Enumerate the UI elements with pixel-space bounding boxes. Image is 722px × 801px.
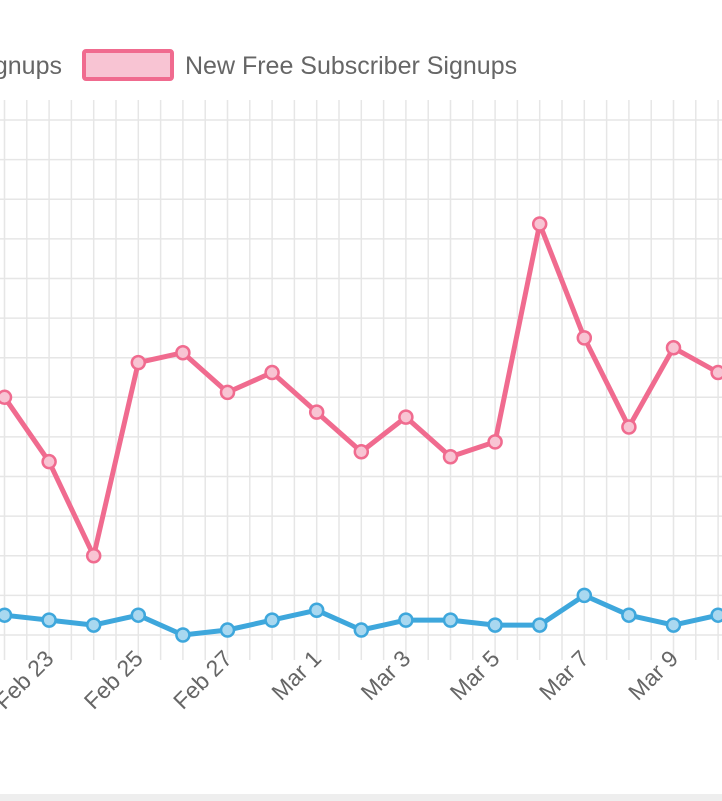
- data-point[interactable]: [264, 612, 280, 628]
- data-point[interactable]: [219, 384, 236, 401]
- data-point[interactable]: [621, 419, 637, 435]
- data-point[interactable]: [531, 617, 548, 633]
- data-point[interactable]: [576, 587, 593, 604]
- data-point[interactable]: [353, 444, 370, 460]
- data-point[interactable]: [442, 612, 459, 628]
- data-point[interactable]: [710, 607, 722, 623]
- legend-label-series-2: gnups: [0, 52, 62, 80]
- data-point[interactable]: [308, 404, 325, 420]
- data-point[interactable]: [576, 330, 593, 346]
- series-1: [0, 216, 722, 564]
- data-point[interactable]: [175, 344, 191, 361]
- data-point[interactable]: [531, 216, 548, 232]
- data-point[interactable]: [398, 409, 414, 425]
- data-point[interactable]: [130, 607, 147, 623]
- data-point[interactable]: [665, 617, 682, 633]
- x-tick-label: Feb 27: [168, 645, 237, 714]
- data-point[interactable]: [41, 453, 57, 470]
- data-point[interactable]: [398, 612, 414, 628]
- data-point[interactable]: [0, 607, 13, 623]
- data-point[interactable]: [130, 354, 147, 371]
- series-2: [0, 587, 722, 643]
- data-point[interactable]: [85, 548, 102, 564]
- data-point[interactable]: [621, 607, 637, 623]
- data-point[interactable]: [308, 602, 325, 618]
- data-point[interactable]: [442, 448, 459, 465]
- data-point[interactable]: [85, 617, 102, 633]
- data-point[interactable]: [219, 622, 236, 638]
- x-tick-label: Feb 25: [79, 645, 148, 714]
- data-point[interactable]: [710, 364, 722, 381]
- data-point[interactable]: [487, 617, 503, 633]
- data-point[interactable]: [175, 627, 191, 643]
- series-layer: [0, 216, 722, 643]
- data-point[interactable]: [0, 389, 13, 406]
- data-point[interactable]: [487, 434, 503, 450]
- data-point[interactable]: [353, 622, 370, 638]
- grid-lines: [0, 100, 722, 660]
- x-tick-label: Feb 23: [0, 645, 59, 714]
- legend-swatch-free-signups: [82, 49, 174, 81]
- data-point[interactable]: [41, 612, 57, 628]
- legend-label-free-signups: New Free Subscriber Signups: [185, 52, 517, 80]
- data-point[interactable]: [264, 364, 280, 381]
- bottom-divider: [0, 794, 722, 801]
- data-point[interactable]: [665, 340, 682, 356]
- legend[interactable]: gnups New Free Subscriber Signups: [0, 49, 517, 81]
